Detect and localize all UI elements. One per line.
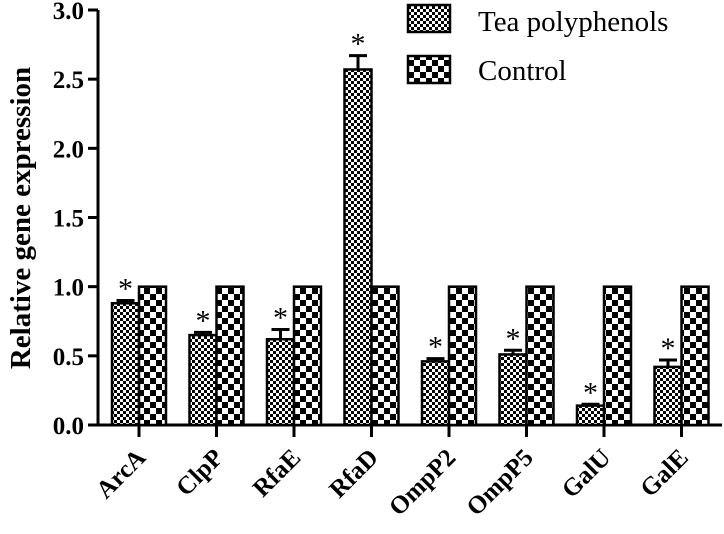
significance-star-rfad: * [351, 28, 366, 61]
y-tick-label: 2.5 [53, 67, 84, 94]
significance-star-gale: * [661, 332, 676, 365]
significance-star-rfae: * [273, 302, 288, 335]
x-axis [98, 423, 722, 437]
bar-tea-polyphenols-clpp [188, 333, 218, 427]
y-tick-label: 1.5 [53, 206, 84, 233]
bar-tea-polyphenols-gale [653, 365, 683, 427]
category-label-rfad: RfaD [324, 444, 383, 503]
bar-control-galu [602, 285, 633, 427]
legend-label-control: Control [478, 55, 567, 87]
y-tick-label: 2.0 [53, 136, 84, 163]
category-label-ompp5: OmpP5 [462, 444, 539, 521]
significance-star-galu: * [583, 376, 598, 409]
bar-tea-polyphenols-ompp2 [420, 360, 451, 427]
category-label-gale: GalE [635, 444, 693, 502]
bar-control-ompp5 [525, 285, 555, 427]
y-tick-label: 3.0 [53, 0, 84, 25]
bar-control-rfae [292, 285, 323, 427]
significance-star-clpp: * [196, 304, 211, 337]
category-label-rfae: RfaE [248, 444, 306, 502]
legend-swatch-tea-polyphenols [406, 3, 452, 34]
legend-swatch-control [406, 54, 452, 85]
significance-star-arca: * [118, 273, 133, 306]
bar-tea-polyphenols-arca [110, 302, 141, 427]
bar-tea-polyphenols-rfad [343, 68, 373, 427]
legend: Tea polyphenols Control [406, 3, 668, 87]
category-label-clpp: ClpP [171, 444, 228, 501]
bar-control-ompp2 [447, 285, 478, 427]
y-axis: 0.0 0.5 1.0 1.5 2.0 2.5 3.0 [53, 0, 100, 440]
significance-star-ompp2: * [428, 331, 443, 364]
y-axis-label: Relative gene expression [5, 67, 37, 369]
bar-control-gale [680, 285, 710, 427]
legend-label-tea-polyphenols: Tea polyphenols [478, 6, 668, 38]
bar-tea-polyphenols-ompp5 [498, 353, 528, 427]
category-label-galu: GalU [557, 444, 616, 503]
y-tick-label: 0.0 [53, 413, 84, 440]
significance-star-ompp5: * [506, 322, 521, 355]
category-labels: ArcA ClpP RfaE RfaD OmpP2 OmpP5 GalU GalE [91, 444, 694, 521]
bar-control-arca [137, 285, 168, 427]
category-label-arca: ArcA [91, 444, 151, 504]
bar-control-rfad [370, 285, 400, 427]
category-label-ompp2: OmpP2 [384, 444, 461, 521]
bar-tea-polyphenols-rfae [265, 337, 296, 427]
y-tick-label: 0.5 [53, 344, 84, 371]
y-tick-label: 1.0 [53, 275, 84, 302]
bar-control-clpp [215, 285, 245, 427]
bars: * * * * * * * * [110, 28, 710, 427]
